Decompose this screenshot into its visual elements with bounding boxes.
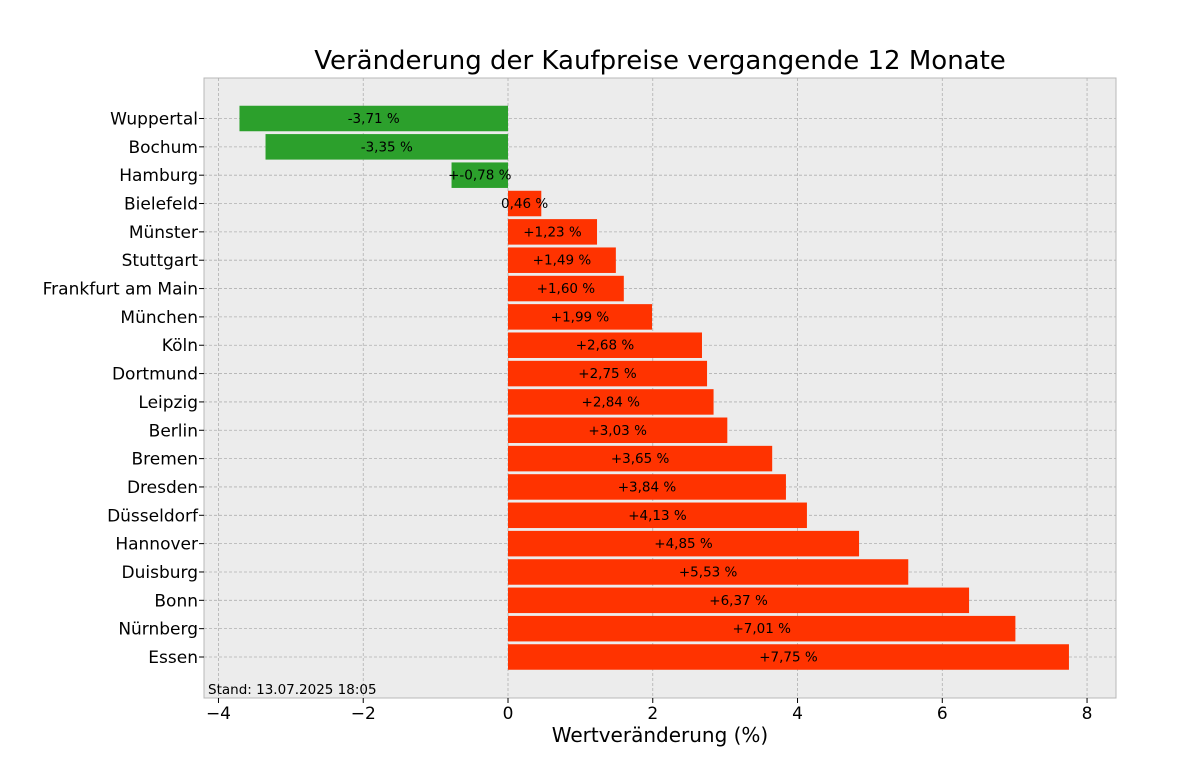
bar-value-label: +2,84 %: [582, 394, 641, 410]
bar: [451, 162, 508, 188]
bar-value-label: +7,75 %: [759, 650, 818, 666]
bar-value-label: +3,84 %: [618, 479, 677, 495]
data-labels: -3,71 % -3,35 % +-0,78 % 0,46 % +1,23 % +1,49…: [348, 111, 818, 666]
bar: [508, 587, 970, 614]
chart-title: Veränderung der Kaufpreise vergangende 1…: [314, 46, 1006, 76]
x-tick-label: 8: [1082, 704, 1093, 724]
category-label: Düsseldorf: [107, 506, 199, 526]
category-label: Hamburg: [119, 166, 198, 186]
category-label: Leipzig: [138, 393, 198, 413]
bar: [508, 360, 708, 387]
x-tick-label: −4: [206, 704, 231, 724]
bar-value-label: -3,35 %: [361, 139, 413, 155]
bar: [508, 389, 714, 415]
bar: [508, 559, 909, 585]
category-label: Stuttgart: [122, 251, 199, 271]
category-label: Duisburg: [122, 563, 199, 583]
bar: [508, 275, 624, 302]
bar: [508, 219, 598, 245]
bar: [508, 502, 807, 529]
category-label: Dresden: [127, 478, 198, 498]
category-label: Berlin: [149, 421, 198, 441]
category-labels: Wuppertal Bochum Hamburg Bielefeld Münster St…: [43, 110, 199, 669]
category-label: Nürnberg: [118, 620, 198, 640]
bar-value-label: +2,68 %: [576, 338, 635, 354]
bar-value-label: +1,23 %: [523, 224, 582, 240]
bar-value-label: +1,99 %: [551, 309, 610, 325]
bar-value-label: 0,46 %: [501, 196, 548, 212]
category-label: Bochum: [128, 138, 198, 158]
bar: [508, 615, 1016, 642]
x-tick-label: 0: [503, 704, 514, 724]
timestamp-note: Stand: 13.07.2025 18:05: [208, 682, 377, 698]
category-label: München: [120, 308, 198, 328]
x-tick-label: −2: [351, 704, 376, 724]
x-axis-ticks: −4 −2 0 2 4 6 8: [199, 118, 1093, 724]
bar-value-label: +-0,78 %: [448, 168, 512, 184]
category-label: Bielefeld: [124, 195, 198, 215]
bar-value-label: +4,85 %: [654, 536, 713, 552]
x-tick-label: 6: [937, 704, 948, 724]
bar: [508, 644, 1069, 670]
x-tick-label: 2: [647, 704, 658, 724]
category-label: Essen: [148, 648, 198, 668]
bar: [508, 530, 860, 557]
bar-value-label: +1,49 %: [533, 253, 592, 269]
bar-value-label: +1,60 %: [537, 281, 596, 297]
bars: [239, 105, 1069, 670]
bar: [508, 445, 773, 472]
bar: [508, 474, 786, 500]
bar-value-label: +7,01 %: [732, 621, 791, 637]
bar-value-label: -3,71 %: [348, 111, 400, 127]
bar-value-label: +2,75 %: [578, 366, 637, 382]
bar: [508, 417, 728, 444]
x-tick-label: 4: [792, 704, 803, 724]
category-label: Köln: [162, 336, 198, 356]
bar-value-label: +6,37 %: [709, 593, 768, 609]
bar: [508, 304, 653, 330]
bar-value-label: +4,13 %: [628, 508, 687, 524]
category-label: Hannover: [115, 535, 198, 555]
category-label: Wuppertal: [110, 110, 198, 130]
bar-value-label: +3,65 %: [611, 451, 670, 467]
bar-value-label: +5,53 %: [679, 564, 738, 580]
category-label: Münster: [129, 223, 198, 243]
bar-value-label: +3,03 %: [588, 423, 647, 439]
category-label: Dortmund: [112, 365, 198, 385]
x-axis-label: Wertveränderung (%): [552, 723, 769, 747]
bar: [265, 134, 508, 160]
bar: [508, 190, 542, 217]
category-label: Bonn: [154, 591, 198, 611]
bar: [508, 247, 616, 273]
category-label: Frankfurt am Main: [43, 280, 198, 300]
bar: [239, 105, 508, 132]
category-label: Bremen: [131, 450, 198, 470]
bar: [508, 332, 702, 358]
